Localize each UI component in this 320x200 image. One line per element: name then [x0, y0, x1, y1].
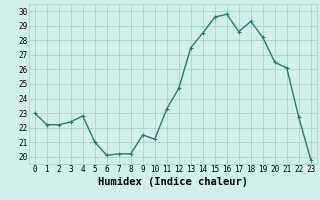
X-axis label: Humidex (Indice chaleur): Humidex (Indice chaleur)	[98, 177, 248, 187]
